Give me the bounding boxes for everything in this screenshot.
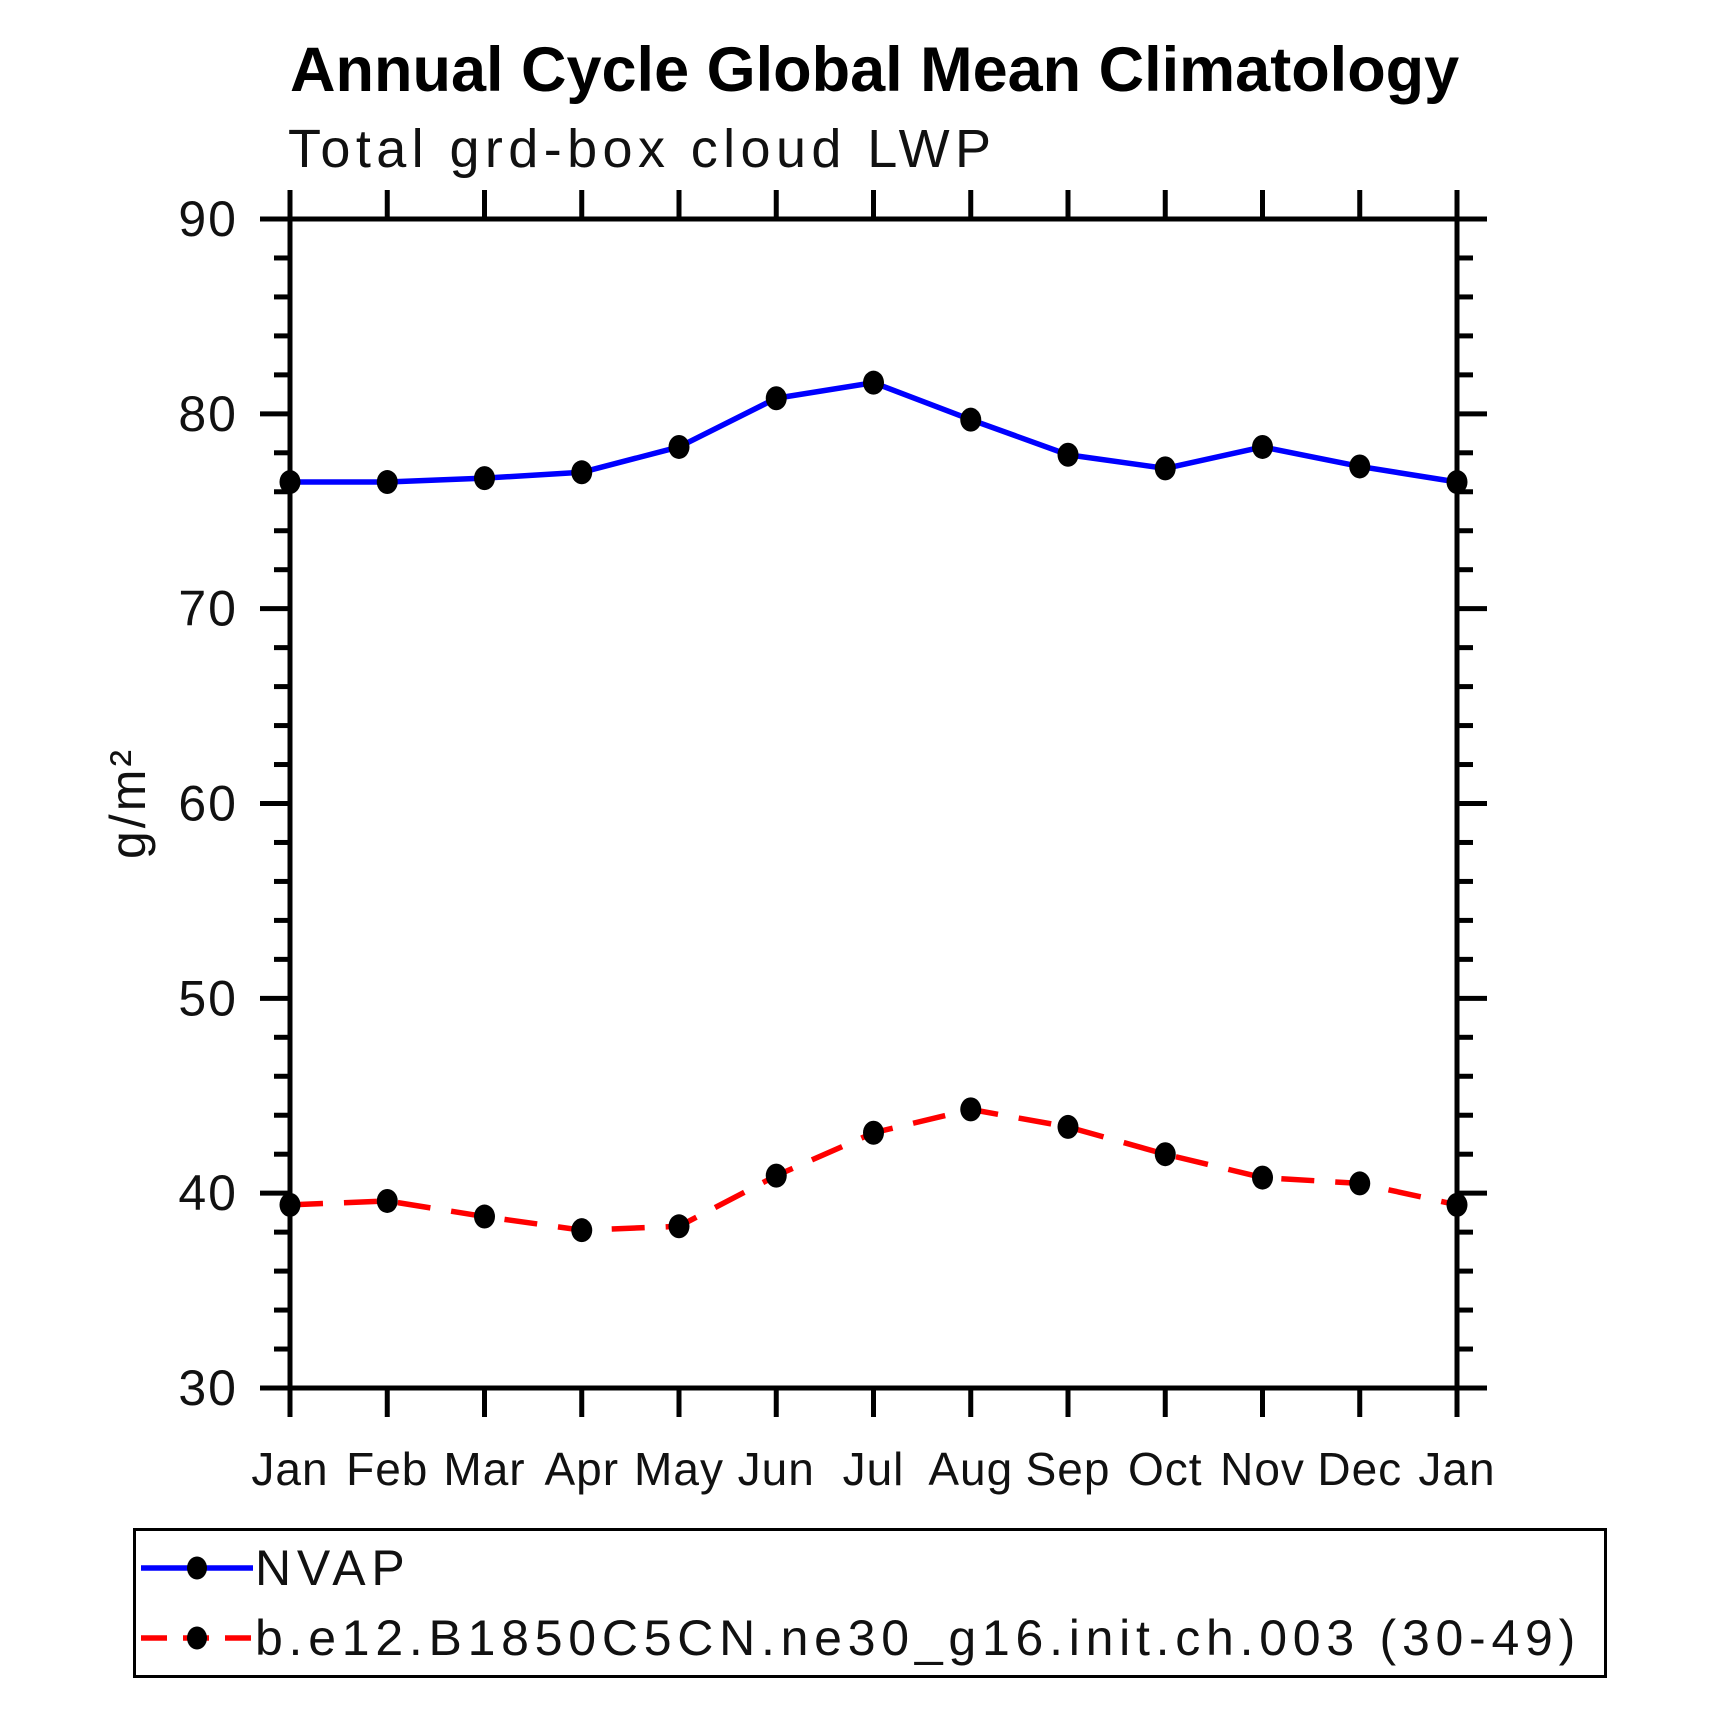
data-point-marker [1252,434,1273,459]
chart-title: Annual Cycle Global Mean Climatology [290,35,1460,105]
y-tick-label: 70 [178,581,238,637]
x-tick-label: Aug [928,1443,1013,1495]
data-point-marker [474,1204,495,1229]
legend-dashed-line-icon [141,1626,253,1650]
data-point-marker [765,1163,787,1188]
x-tick-label: Jul [843,1443,905,1495]
x-tick-label: Nov [1220,1443,1305,1495]
x-tick-label: May [634,1443,724,1495]
data-point-marker [1349,454,1371,479]
data-point-marker [1057,1114,1079,1139]
data-point-marker [474,466,495,491]
x-tick-label: Mar [443,1443,525,1495]
data-point-marker [1252,1165,1273,1190]
legend-label-model: b.e12.B1850C5CN.ne30_g16.init.ch.003 (30… [255,1610,1581,1666]
data-point-marker [376,470,398,495]
x-tick-label: Apr [544,1443,619,1495]
data-point-marker [668,1214,690,1239]
y-tick-label: 30 [178,1360,238,1416]
legend-box: NVAP b.e12.B1850C5CN.ne30_g16.init.ch.00… [133,1528,1607,1678]
y-tick-label: 80 [178,386,238,442]
data-point-marker [376,1188,398,1213]
data-point-marker [960,1097,982,1122]
legend-item-nvap: NVAP [136,1537,1604,1599]
data-point-marker [1154,1142,1176,1167]
x-tick-label: Jan [1418,1443,1495,1495]
x-tick-label: Feb [346,1443,428,1495]
data-point-marker [960,407,982,432]
series-line-0 [290,379,1458,485]
y-tick-label: 90 [178,191,238,247]
x-tick-label: Dec [1317,1443,1402,1495]
data-point-marker [863,370,884,395]
data-point-marker [1154,456,1176,481]
chart-subtitle: Total grd-box cloud LWP [288,119,997,179]
y-tick-label: 40 [178,1165,238,1221]
x-tick-label: Oct [1128,1443,1203,1495]
data-point-marker [863,1120,884,1145]
data-point-marker [1349,1171,1371,1196]
data-point-marker [571,460,593,485]
x-tick-label: Jan [251,1443,328,1495]
data-point-marker [1057,442,1079,467]
legend-label-nvap: NVAP [255,1540,411,1596]
legend-item-model: b.e12.B1850C5CN.ne30_g16.init.ch.003 (30… [136,1607,1604,1669]
x-tick-label: Jun [738,1443,815,1495]
data-point-marker [668,434,690,459]
y-tick-label: 50 [178,970,238,1026]
legend-solid-line-icon [141,1556,253,1580]
data-point-marker [571,1218,593,1243]
y-tick-label: 60 [178,776,238,832]
data-point-marker [765,386,787,411]
x-tick-label: Sep [1026,1443,1111,1495]
